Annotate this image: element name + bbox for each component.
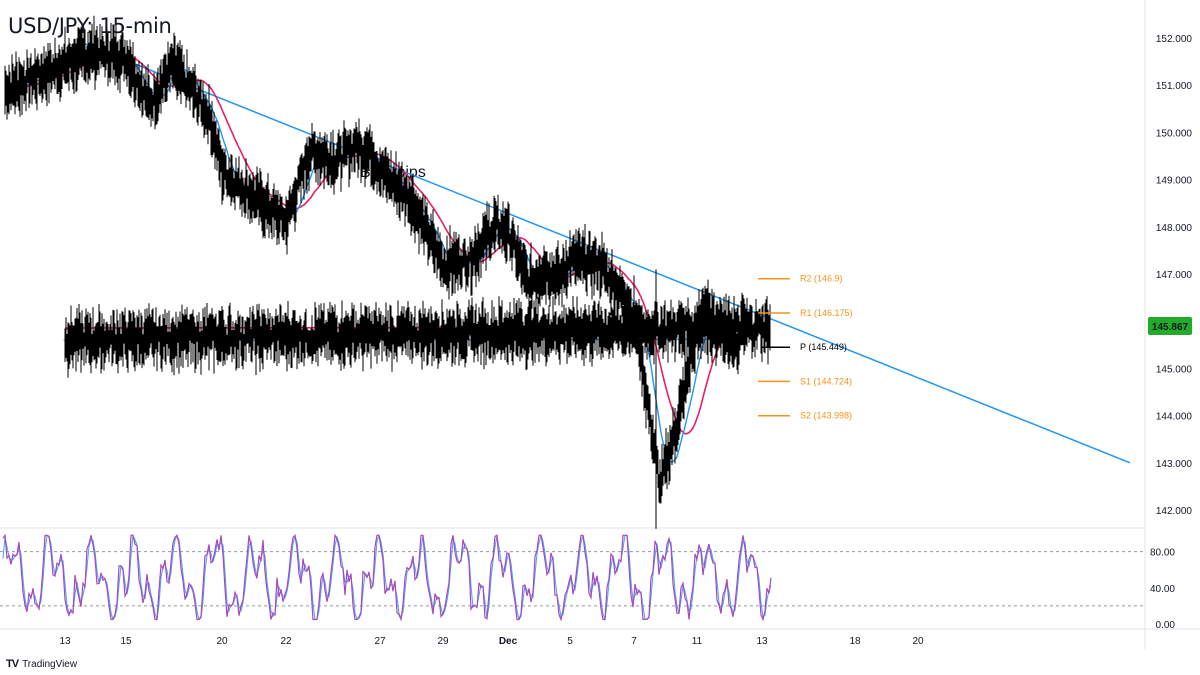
time-tick-label: 13 bbox=[756, 636, 768, 647]
stoch-tick-label: 40.00 bbox=[1150, 584, 1175, 595]
price-tick-label: 148.000 bbox=[1156, 223, 1193, 234]
brand-label: TradingView bbox=[22, 658, 78, 670]
stoch-d-line bbox=[2, 533, 772, 621]
time-tick-label: 15 bbox=[120, 636, 132, 647]
chart-title: USD/JPY: 15-min bbox=[8, 14, 172, 38]
time-tick-label: Dec bbox=[499, 636, 518, 647]
time-tick-label: 18 bbox=[849, 636, 861, 647]
stoch-k-line bbox=[2, 533, 772, 622]
time-tick-label: 22 bbox=[280, 636, 292, 647]
trendline bbox=[81, 42, 1131, 464]
price-tick-label: 144.000 bbox=[1156, 412, 1193, 423]
price-tick-label: 145.000 bbox=[1156, 364, 1193, 375]
time-tick-label: 5 bbox=[567, 636, 573, 647]
stoch-tick-label: 0.00 bbox=[1156, 620, 1176, 631]
time-tick-label: 7 bbox=[631, 636, 637, 647]
time-tick-label: 20 bbox=[216, 636, 228, 647]
price-tick-label: 152.000 bbox=[1156, 34, 1193, 45]
time-tick-label: 29 bbox=[437, 636, 449, 647]
pivot-label: R2 (146.9) bbox=[800, 274, 843, 284]
price-tick-label: 149.000 bbox=[1156, 176, 1193, 187]
price-tick-label: 142.000 bbox=[1156, 506, 1193, 517]
price-tick-label: 150.000 bbox=[1156, 128, 1193, 139]
price-bars bbox=[4, 15, 771, 504]
last-price-label: 145.867 bbox=[1152, 322, 1189, 333]
tradingview-brand[interactable]: TV TradingView bbox=[6, 658, 77, 670]
price-tick-label: 151.000 bbox=[1156, 81, 1193, 92]
pivot-label: P (145.449) bbox=[800, 342, 847, 352]
stoch-tick-label: 80.00 bbox=[1150, 548, 1175, 559]
price-tick-label: 143.000 bbox=[1156, 459, 1193, 470]
time-tick-label: 27 bbox=[374, 636, 386, 647]
time-tick-label: 13 bbox=[59, 636, 71, 647]
time-tick-label: 11 bbox=[692, 636, 703, 647]
time-tick-label: 20 bbox=[912, 636, 924, 647]
last-price-tag: 145.867 bbox=[1148, 317, 1192, 335]
pivot-label: R1 (146.175) bbox=[800, 308, 853, 318]
pivot-label: S1 (144.724) bbox=[800, 376, 852, 386]
pivot-label: S2 (143.998) bbox=[800, 411, 852, 421]
tradingview-logo-icon: TV bbox=[6, 658, 19, 670]
price-tick-label: 147.000 bbox=[1156, 270, 1193, 281]
